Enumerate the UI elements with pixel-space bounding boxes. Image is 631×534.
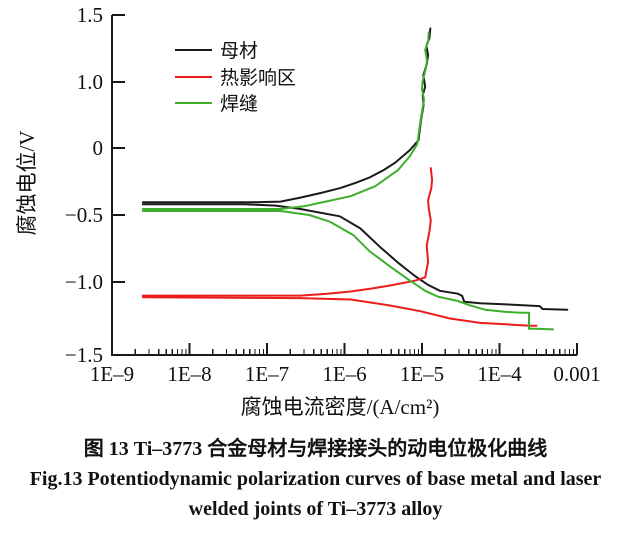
legend-label-base-metal: 母材 xyxy=(220,40,258,62)
y-tick-label: 1.5 xyxy=(77,3,103,27)
polarization-chart: 1.5 1.0 0 −0.5 −1.0 −1.51E–9 1E–8 1E–7 1E–6 1E–5 1… xyxy=(15,3,601,419)
y-tick-label: 1.0 xyxy=(77,70,103,94)
y-tick-label: −1.5 xyxy=(65,343,103,367)
x-tick-label: 1E–7 xyxy=(245,362,289,386)
x-tick-label: 1E–5 xyxy=(400,362,444,386)
x-tick-label: 1E–6 xyxy=(322,362,366,386)
x-axis-title: 腐蚀电流密度/(A/cm²) xyxy=(241,395,440,419)
figure-caption: 图 13 Ti–3773 合金母材与焊接接头的动电位极化曲线 Fig.13 Po… xyxy=(0,434,631,524)
series-焊缝-anodic xyxy=(141,31,430,210)
series-焊缝-cathodic xyxy=(141,210,554,331)
legend-label-weld: 焊缝 xyxy=(220,93,258,115)
series-母材-cathodic xyxy=(141,203,569,311)
curves xyxy=(141,27,569,331)
y-tick-label: −0.5 xyxy=(65,203,103,227)
caption-line-chinese: 图 13 Ti–3773 合金母材与焊接接头的动电位极化曲线 xyxy=(83,438,548,460)
legend: 母材 热影响区 焊缝 xyxy=(175,40,296,115)
x-tick-label: 1E–9 xyxy=(90,362,134,386)
series-热影响区-cathodic xyxy=(141,296,538,327)
x-tick-label: 1E–8 xyxy=(167,362,211,386)
series-热影响区-anodic xyxy=(141,167,434,297)
x-tick-label: 1E–4 xyxy=(477,362,522,386)
y-tick-label: 0 xyxy=(93,136,104,160)
caption-line-english-2: welded joints of Ti–3773 alloy xyxy=(188,498,443,520)
series-母材-anodic xyxy=(141,27,432,204)
y-tick-label: −1.0 xyxy=(65,270,103,294)
y-axis-title: 腐蚀电位/V xyxy=(15,131,39,236)
axes: 1.5 1.0 0 −0.5 −1.0 −1.51E–9 1E–8 1E–7 1E–6 1E–5 1… xyxy=(65,3,601,386)
x-tick-label: 0.001 xyxy=(553,362,600,386)
caption-line-english-1: Fig.13 Potentiodynamic polarization curv… xyxy=(29,468,602,490)
legend-label-haz: 热影响区 xyxy=(220,67,296,89)
